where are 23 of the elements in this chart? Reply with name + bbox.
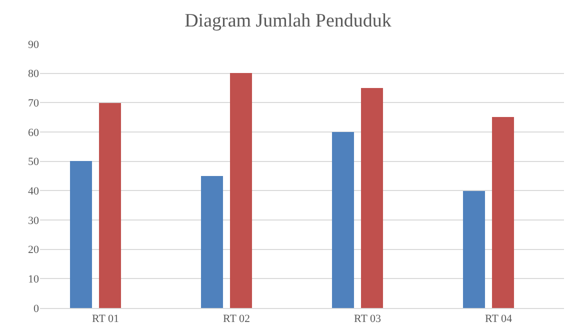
x-tick-label: RT 01 bbox=[92, 313, 119, 326]
bar bbox=[201, 176, 223, 308]
bar bbox=[230, 73, 252, 308]
bar bbox=[99, 103, 121, 308]
x-tick-label: RT 02 bbox=[223, 313, 250, 326]
bar bbox=[70, 161, 92, 308]
y-tick-label: 20 bbox=[28, 244, 40, 256]
y-tick-label: 0 bbox=[34, 302, 40, 315]
x-tick-label: RT 03 bbox=[354, 313, 382, 326]
bar bbox=[332, 132, 354, 308]
y-tick-label: 30 bbox=[28, 214, 40, 227]
bar bbox=[361, 88, 383, 308]
y-tick-label: 80 bbox=[28, 68, 40, 80]
y-tick-label: 50 bbox=[28, 156, 40, 168]
y-tick-label: 60 bbox=[28, 126, 40, 139]
y-tick-label: 40 bbox=[28, 186, 40, 198]
x-tick-label: RT 04 bbox=[485, 313, 512, 326]
bar bbox=[463, 191, 485, 308]
y-tick-label: 10 bbox=[28, 274, 40, 286]
bar bbox=[492, 117, 514, 308]
chart-title: Diagram Jumlah Penduduk bbox=[184, 10, 392, 32]
y-tick-label: 70 bbox=[28, 98, 40, 110]
y-tick-label: 90 bbox=[28, 38, 40, 51]
